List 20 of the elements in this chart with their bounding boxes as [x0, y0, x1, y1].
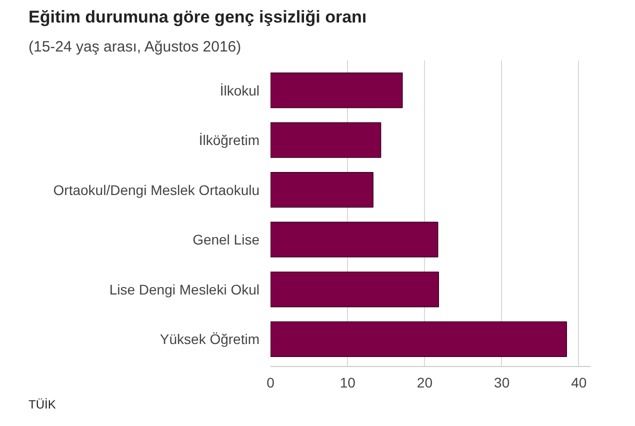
y-tick-label: Lise Dengi Mesleki Okul — [109, 281, 260, 298]
x-tick-label: 20 — [416, 374, 433, 390]
text: (15-24 yaş arası, Ağustos 2016) — [28, 38, 242, 56]
text: TÜİK — [28, 398, 56, 412]
y-tick-label: Ortaokul/Dengi Meslek Ortaokulu — [53, 182, 260, 198]
bar — [270, 272, 439, 308]
bar — [270, 172, 374, 208]
x-tick-label: 10 — [340, 374, 356, 390]
bar — [270, 321, 567, 357]
bar — [270, 72, 403, 108]
y-tick-label: Genel Lise — [192, 232, 260, 248]
y-tick-label: İlköğretim — [198, 132, 260, 148]
x-tick-label: 0 — [266, 374, 275, 390]
chart-title: Eğitim durumuna göre genç işsizliği oranı — [28, 8, 367, 26]
y-tick-label: Yüksek Öğretim — [160, 331, 260, 348]
bar — [270, 222, 438, 258]
y-tick-label: İlkokul — [220, 82, 260, 98]
x-tick-label: 40 — [571, 374, 587, 390]
bar — [270, 122, 382, 158]
x-tick-label: 30 — [494, 374, 510, 390]
